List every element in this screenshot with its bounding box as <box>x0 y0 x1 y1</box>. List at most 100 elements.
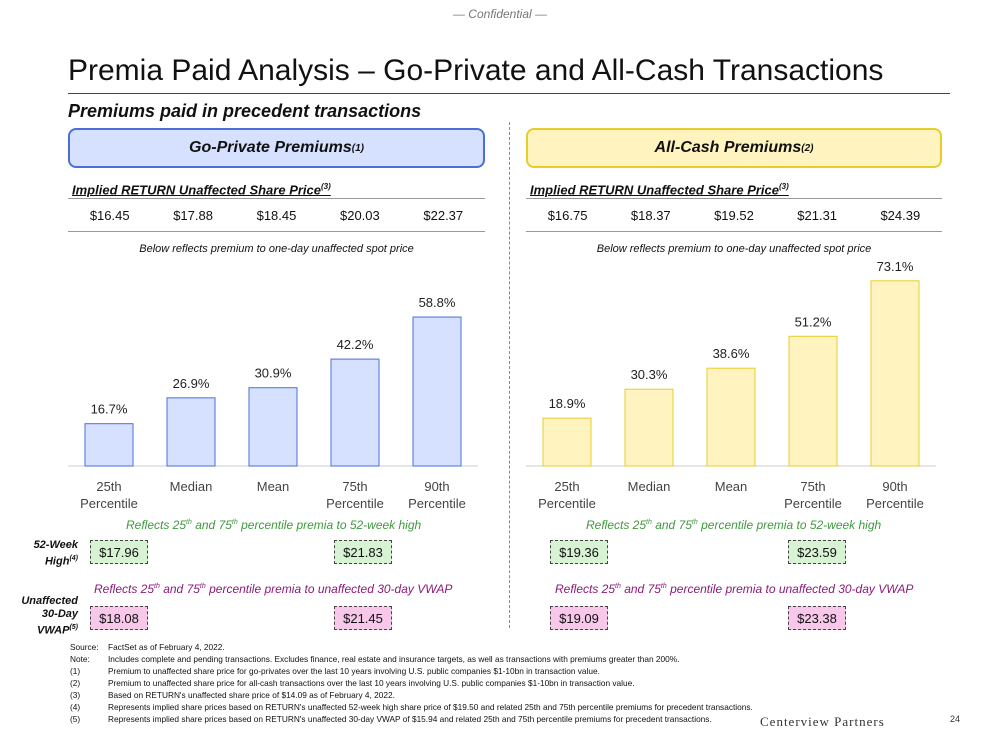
all-cash-52wk-25th-box: $19.36 <box>550 540 608 564</box>
all-cash-price: $24.39 <box>880 207 921 223</box>
all-cash-premium-chart: 18.9% 25th Percentile 30.3% Median 38.6% Mean 5… <box>526 259 936 511</box>
reflect-sup: th <box>691 519 698 526</box>
footnote-text: Based on RETURN's unaffected share price… <box>108 690 395 700</box>
all-cash-price-row: $16.75 $18.37 $19.52 $21.31 $24.39 <box>526 198 942 232</box>
title-rule <box>68 93 950 94</box>
data-label: 18.9% <box>549 396 586 411</box>
all-cash-52wk-note: Reflects 25th and 75th percentile premia… <box>586 518 881 532</box>
bar <box>84 423 134 467</box>
category-label: Mean <box>715 479 748 494</box>
centerview-logo: Centerview Partners <box>760 714 885 729</box>
go-private-52wk-75th-box: $21.83 <box>334 540 392 564</box>
go-private-banner: Go-Private Premiums (1) <box>68 128 485 168</box>
category-label: 90th <box>882 479 907 494</box>
data-label: 26.9% <box>173 376 210 391</box>
go-private-banner-note: (1) <box>351 142 364 154</box>
category-label: 25th <box>96 479 121 494</box>
category-label: 75th <box>800 479 825 494</box>
reflect-text: Reflects 25 <box>126 518 187 532</box>
go-private-price-row: $16.45 $17.88 $18.45 $20.03 $22.37 <box>68 198 485 232</box>
footnote: Source: FactSet as of February 4, 2022. <box>70 641 760 653</box>
data-label: 42.2% <box>337 337 374 352</box>
row-label-line: 52-Week <box>33 539 78 551</box>
category-label: Percentile <box>538 496 596 511</box>
reflect-text: and 75 <box>159 582 200 596</box>
category-label: 90th <box>424 479 449 494</box>
data-label: 16.7% <box>91 402 128 417</box>
go-private-implied-label: Implied RETURN Unaffected Share Price(3) <box>72 182 331 197</box>
bar <box>870 280 920 467</box>
go-private-vwap-25th-box: $18.08 <box>90 606 148 630</box>
reflect-text: percentile premia to unaffected 30-day V… <box>666 582 914 596</box>
page-number: 24 <box>950 714 961 724</box>
footnote-text: Represents implied share prices based on… <box>108 714 712 724</box>
go-private-premium-chart: 16.7% 25th Percentile 26.9% Median 30.9% Mean 4… <box>68 295 478 511</box>
reflect-text: and 75 <box>620 582 661 596</box>
reflect-text: Reflects 25 <box>555 582 616 596</box>
all-cash-implied-note: (3) <box>779 182 789 191</box>
footnote-key: (2) <box>70 678 81 688</box>
reflect-text: and 75 <box>651 518 692 532</box>
go-private-implied-note: (3) <box>321 182 331 191</box>
footnotes: Source: FactSet as of February 4, 2022. No… <box>70 641 760 725</box>
go-private-price: $17.88 <box>173 207 213 223</box>
go-private-banner-label: Go-Private Premiums <box>189 139 352 156</box>
bar <box>166 397 216 467</box>
page-title: Premia Paid Analysis – Go-Private and Al… <box>68 54 884 87</box>
category-label: Median <box>170 479 213 494</box>
bar <box>706 367 756 467</box>
category-label: Mean <box>257 479 290 494</box>
reflect-text: Reflects 25 <box>586 518 647 532</box>
row-label-note: (5) <box>69 624 78 631</box>
footnote: (3) Based on RETURN's unaffected share pr… <box>70 689 760 701</box>
footnote-key: (3) <box>70 690 81 700</box>
reflect-sup: th <box>231 519 238 526</box>
row-label-note: (4) <box>69 555 78 562</box>
all-cash-price: $16.75 <box>547 207 588 223</box>
footnote-text: Premium to unaffected share price for go… <box>108 666 600 676</box>
reflect-sup: th <box>615 583 621 590</box>
all-cash-banner-label: All-Cash Premiums <box>654 139 802 156</box>
footnote-text: Represents implied share prices based on… <box>108 702 753 712</box>
category-label: Percentile <box>866 496 924 511</box>
all-cash-below-note: Below reflects premium to one-day unaffe… <box>596 243 872 255</box>
data-label: 30.3% <box>631 367 668 382</box>
bar <box>412 316 462 467</box>
reflect-text: percentile premia to 52-week high <box>237 518 422 532</box>
go-private-price: $20.03 <box>339 207 380 223</box>
go-private-vwap-note: Reflects 25th and 75th percentile premia… <box>94 582 452 596</box>
category-label: 75th <box>342 479 367 494</box>
all-cash-price: $18.37 <box>630 207 671 223</box>
all-cash-implied-label: Implied RETURN Unaffected Share Price(3) <box>530 182 789 197</box>
footnote: (4) Represents implied share prices based… <box>70 701 760 713</box>
go-private-52wk-25th-box: $17.96 <box>90 540 148 564</box>
all-cash-banner-note: (2) <box>801 142 814 154</box>
footnote-key: (5) <box>70 714 81 724</box>
reflect-sup: th <box>186 519 192 526</box>
row-label-30-day-vwap: Unaffected 30-Day VWAP(5) <box>10 595 78 638</box>
go-private-vwap-75th-box: $21.45 <box>334 606 392 630</box>
go-private-price: $18.45 <box>256 207 297 223</box>
footnote-key: Note: <box>70 654 90 664</box>
bar <box>542 417 592 467</box>
go-private-implied-text: Implied RETURN Unaffected Share Price <box>72 182 321 198</box>
all-cash-price: $21.31 <box>797 207 838 223</box>
category-label: Percentile <box>80 496 138 511</box>
row-label-line: High <box>44 555 70 568</box>
all-cash-banner: All-Cash Premiums (2) <box>526 128 942 168</box>
category-label: 25th <box>554 479 579 494</box>
go-private-price: $22.37 <box>423 207 464 223</box>
all-cash-implied-text: Implied RETURN Unaffected Share Price <box>530 182 779 198</box>
go-private-price: $16.45 <box>89 207 130 223</box>
data-label: 51.2% <box>795 314 832 329</box>
data-label: 30.9% <box>255 366 292 381</box>
data-label: 38.6% <box>713 346 750 361</box>
category-label: Median <box>628 479 671 494</box>
reflect-sup: th <box>154 583 160 590</box>
all-cash-vwap-25th-box: $19.09 <box>550 606 608 630</box>
bar <box>248 387 298 467</box>
footnote-key: Source: <box>70 642 99 652</box>
reflect-text: percentile premia to 52-week high <box>697 518 882 532</box>
footnote: Note: Includes complete and pending trans… <box>70 653 760 665</box>
footnote: (2) Premium to unaffected share price for… <box>70 677 760 689</box>
